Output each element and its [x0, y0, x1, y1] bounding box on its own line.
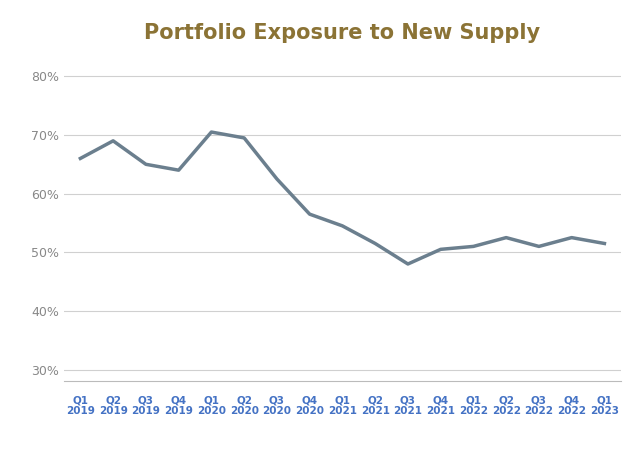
Text: 2019: 2019 — [99, 406, 127, 416]
Text: Q1: Q1 — [334, 396, 351, 406]
Text: 2019: 2019 — [131, 406, 160, 416]
Text: Q3: Q3 — [269, 396, 285, 406]
Text: 2022: 2022 — [492, 406, 521, 416]
Text: Q1: Q1 — [72, 396, 88, 406]
Text: 2022: 2022 — [557, 406, 586, 416]
Text: 2021: 2021 — [394, 406, 422, 416]
Text: 2020: 2020 — [197, 406, 226, 416]
Text: Q2: Q2 — [498, 396, 514, 406]
Text: 2023: 2023 — [590, 406, 619, 416]
Text: 2020: 2020 — [262, 406, 291, 416]
Text: Q3: Q3 — [138, 396, 154, 406]
Text: 2022: 2022 — [524, 406, 554, 416]
Text: Q2: Q2 — [367, 396, 383, 406]
Text: Q4: Q4 — [433, 396, 449, 406]
Text: 2019: 2019 — [164, 406, 193, 416]
Text: 2020: 2020 — [230, 406, 259, 416]
Text: Q2: Q2 — [236, 396, 252, 406]
Text: 2022: 2022 — [459, 406, 488, 416]
Text: 2021: 2021 — [328, 406, 357, 416]
Text: 2019: 2019 — [66, 406, 95, 416]
Text: Q4: Q4 — [301, 396, 317, 406]
Text: 2020: 2020 — [295, 406, 324, 416]
Text: Q1: Q1 — [465, 396, 481, 406]
Text: 2021: 2021 — [426, 406, 455, 416]
Title: Portfolio Exposure to New Supply: Portfolio Exposure to New Supply — [145, 23, 540, 43]
Text: Q1: Q1 — [596, 396, 612, 406]
Text: Q1: Q1 — [204, 396, 220, 406]
Text: Q4: Q4 — [171, 396, 187, 406]
Text: Q3: Q3 — [531, 396, 547, 406]
Text: Q4: Q4 — [564, 396, 580, 406]
Text: Q3: Q3 — [400, 396, 416, 406]
Text: 2021: 2021 — [361, 406, 390, 416]
Text: Q2: Q2 — [105, 396, 121, 406]
